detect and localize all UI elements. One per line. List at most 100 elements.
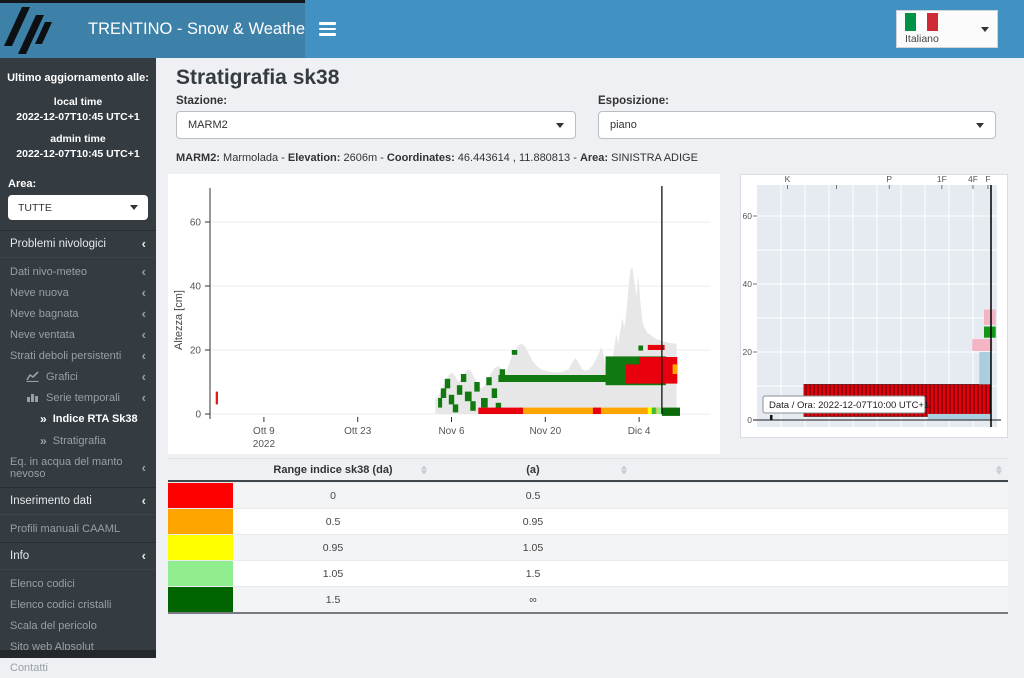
chevron-left-icon: ‹ — [141, 263, 146, 279]
table-row: 1.05 1.5 — [168, 560, 1008, 586]
filter-row: Stazione: MARM2 Esposizione: piano — [176, 95, 1008, 139]
header-left: TRENTINO - Snow & Weather — [0, 0, 311, 58]
sidebar-item-sito-web-alpsolut[interactable]: Sito web Alpsolut — [0, 636, 156, 657]
sidebar-footer-strip — [0, 650, 156, 658]
sort-icon[interactable] — [996, 465, 1002, 474]
range-to-cell: 0.95 — [522, 515, 544, 528]
chevron-left-icon: ‹ — [141, 305, 146, 321]
sidebar: Ultimo aggiornamento alle: local time 20… — [0, 58, 156, 674]
color-swatch — [168, 483, 233, 508]
language-selector[interactable]: Italiano — [896, 10, 998, 48]
top-bar: TRENTINO - Snow & Weather Italiano — [0, 0, 1024, 58]
sidebar-item-problemi-nivologici[interactable]: Problemi nivologici ‹ — [0, 230, 156, 258]
chevron-left-icon: ‹ — [141, 389, 146, 405]
sidebar-item-label: Info — [10, 550, 30, 562]
snow-layer — [656, 407, 662, 414]
svg-text:P: P — [886, 175, 892, 184]
sidebar-item-label: Problemi nivologici — [10, 238, 106, 250]
sidebar-item-profili-manuali-caaml[interactable]: Profili manuali CAAML — [0, 518, 156, 539]
sidebar-item-label: Contatti — [10, 661, 48, 674]
main-content: Stratigrafia sk38 Stazione: MARM2 Esposi… — [156, 58, 1024, 658]
sidebar-item-serie-temporali[interactable]: Serie temporali ‹ — [0, 387, 156, 408]
sidebar-item-scala-del-pericolo[interactable]: Scala del pericolo — [0, 615, 156, 636]
snow-layer — [448, 394, 455, 405]
table-bottom-border — [168, 612, 1008, 614]
sidebar-item-inserimento-dati[interactable]: Inserimento dati ‹ — [0, 487, 156, 515]
svg-text:1F: 1F — [937, 175, 947, 184]
station-info-segment: MARM2: — [176, 152, 220, 164]
snow-layer — [460, 374, 467, 382]
sidebar-item-stratigrafia[interactable]: » Stratigrafia — [0, 430, 156, 452]
station-label: Stazione: — [176, 95, 228, 107]
snow-layer — [511, 350, 518, 355]
chevron-down-icon — [981, 26, 989, 32]
range-from-column-header[interactable]: Range indice sk38 (da) — [233, 464, 433, 476]
sidebar-item-neve-ventata[interactable]: Neve ventata ‹ — [0, 324, 156, 345]
sidebar-item-label: Stratigrafia — [52, 435, 106, 447]
color-swatch — [168, 509, 233, 534]
sidebar-item-neve-bagnata[interactable]: Neve bagnata ‹ — [0, 303, 156, 324]
table-row: 0 0.5 — [168, 482, 1008, 508]
table-header-row: Range indice sk38 (da) (a) — [168, 459, 1008, 482]
color-swatch — [168, 587, 233, 612]
snow-layer — [592, 407, 601, 414]
sidebar-item-indice-rta-sk38[interactable]: » Indice RTA Sk38 — [0, 408, 156, 430]
exposure-select-value: piano — [610, 119, 637, 131]
stratigraphy-chart[interactable]: 0 20 40 60 Altezza [cm] Ott 9 2022 Ott 23 Nov 6 N… — [168, 174, 720, 454]
snow-layer — [647, 407, 652, 414]
sidebar-item-info[interactable]: Info ‹ — [0, 542, 156, 570]
snow-layer — [651, 407, 656, 414]
sidebar-item-label: Scala del pericolo — [10, 619, 97, 632]
sidebar-item-grafici[interactable]: Grafici ‹ — [0, 366, 156, 387]
menu-toggle-icon[interactable] — [319, 22, 339, 36]
sidebar-item-strati-deboli-persistenti[interactable]: Strati deboli persistenti ‹ — [0, 345, 156, 366]
range-to-column-header[interactable]: (a) — [433, 464, 633, 476]
hardness-profile-panel[interactable]: K P 1F 4F F 0 20 40 60 Data / Ora: 2022-12-07T10:… — [740, 174, 1008, 438]
snow-layer — [464, 391, 472, 402]
last-update-block: Ultimo aggiornamento alle: local time 20… — [0, 58, 156, 164]
app-logo-icon[interactable] — [0, 0, 60, 58]
svg-text:60: 60 — [190, 218, 202, 229]
chevron-down-icon — [130, 205, 138, 210]
svg-text:Ott 23: Ott 23 — [344, 426, 372, 437]
color-swatch — [168, 535, 233, 560]
table-row: 0.5 0.95 — [168, 508, 1008, 534]
svg-text:Data / Ora: 2022-12-07T10:00 U: Data / Ora: 2022-12-07T10:00 UTC+1 — [769, 400, 929, 411]
station-select[interactable]: MARM2 — [176, 111, 576, 139]
range-from-cell: 0 — [330, 489, 336, 502]
snow-layer — [215, 391, 218, 405]
sidebar-item-label: Strati deboli persistenti — [10, 349, 122, 362]
sidebar-item-eq-in-acqua-del-manto-nevoso[interactable]: Eq. in acqua del manto nevoso ‹ — [0, 452, 156, 484]
empty-cell — [633, 509, 1008, 534]
hardness-profile-chart[interactable]: K P 1F 4F F 0 20 40 60 Data / Ora: 2022-12-07T10:… — [741, 174, 1007, 437]
sidebar-item-neve-nuova[interactable]: Neve nuova ‹ — [0, 282, 156, 303]
sidebar-item-elenco-codici[interactable]: Elenco codici — [0, 573, 156, 594]
chevron-left-icon: ‹ — [141, 236, 146, 251]
chevron-down-icon — [556, 122, 564, 128]
hardness-layer — [984, 326, 996, 338]
sidebar-item-contatti[interactable]: Contatti — [0, 657, 156, 678]
sidebar-item-label: Inserimento dati — [10, 495, 92, 507]
empty-cell — [633, 587, 1008, 612]
page-title: Stratigrafia sk38 — [176, 66, 340, 89]
sort-icon[interactable] — [421, 465, 427, 474]
chevron-left-icon: ‹ — [141, 493, 146, 508]
exposure-select[interactable]: piano — [598, 111, 996, 139]
header-right: Italiano — [305, 0, 1024, 58]
station-info-segment: Coordinates: — [386, 152, 455, 164]
svg-text:20: 20 — [190, 346, 202, 357]
svg-text:Altezza [cm]: Altezza [cm] — [173, 290, 185, 350]
sort-icon[interactable] — [621, 465, 627, 474]
station-info-segment: 46.443614 , 11.880813 - — [454, 152, 580, 164]
empty-cell — [633, 535, 1008, 560]
svg-text:Nov 20: Nov 20 — [529, 426, 561, 437]
range-from-cell: 0.95 — [322, 541, 344, 554]
snow-layer — [498, 375, 609, 382]
app-title: TRENTINO - Snow & Weather — [88, 19, 311, 38]
area-select[interactable]: TUTTE — [8, 195, 148, 220]
sidebar-item-dati-nivo-meteo[interactable]: Dati nivo-meteo ‹ — [0, 261, 156, 282]
stratigraphy-chart-panel[interactable]: 0 20 40 60 Altezza [cm] Ott 9 2022 Ott 23 Nov 6 N… — [168, 174, 720, 454]
range-from-cell: 1.05 — [322, 567, 344, 580]
sidebar-item-elenco-codici-cristalli[interactable]: Elenco codici cristalli — [0, 594, 156, 615]
sidebar-item-label: Serie temporali — [46, 391, 120, 404]
